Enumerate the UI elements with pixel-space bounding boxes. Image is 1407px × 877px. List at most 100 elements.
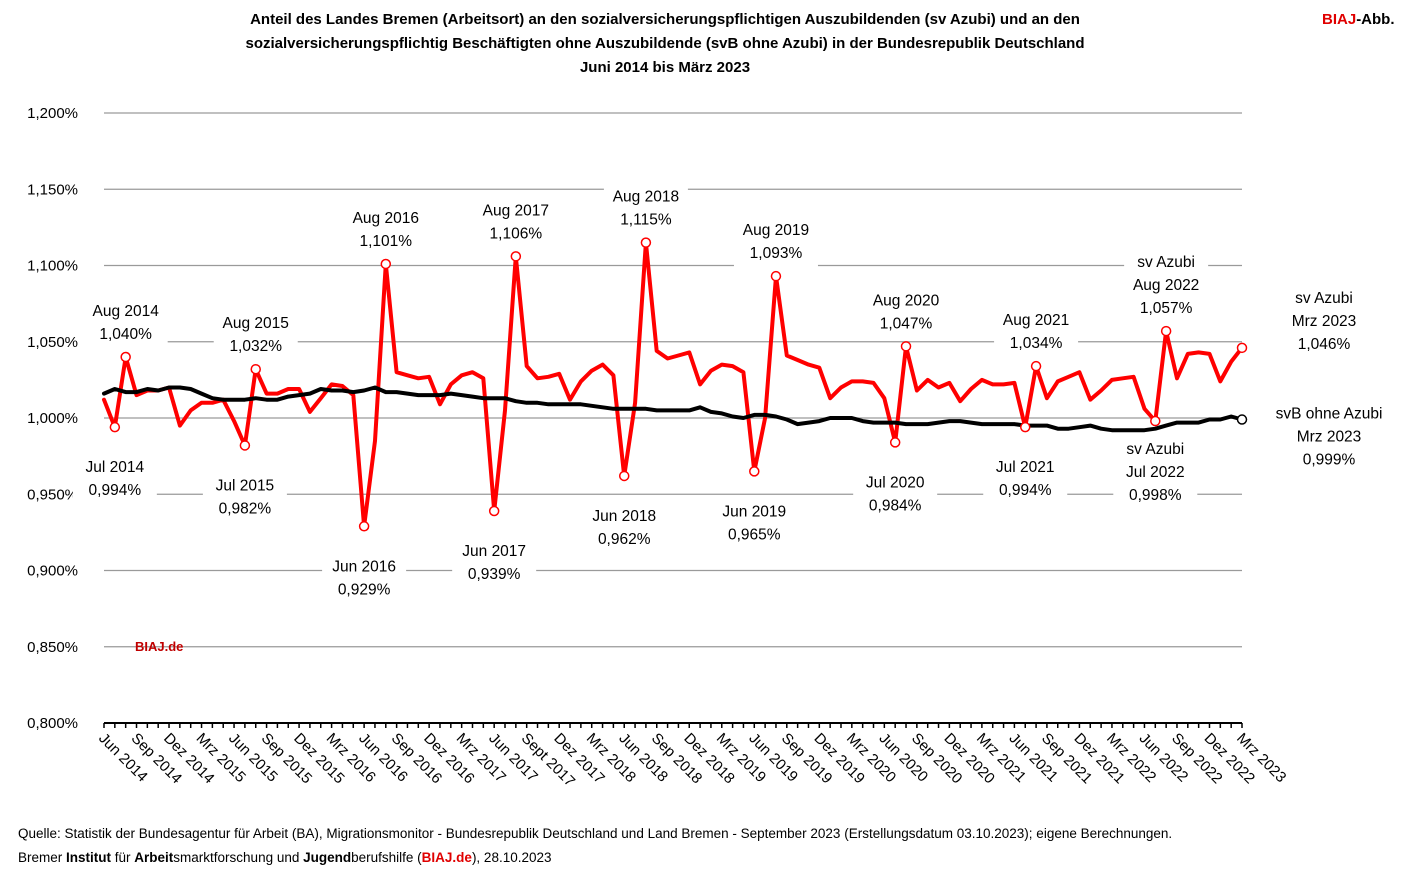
institute-part-2: für xyxy=(111,850,135,865)
institute-part-1: Institut xyxy=(66,850,112,865)
point-marker xyxy=(640,237,652,248)
data-label: 1,057% xyxy=(1140,300,1193,317)
point-marker xyxy=(120,351,131,363)
point-marker xyxy=(109,421,121,433)
series xyxy=(102,240,1244,529)
data-label: Mrz 2023 xyxy=(1292,313,1357,330)
label-background xyxy=(83,299,168,349)
data-label: Mrz 2023 xyxy=(1297,429,1362,446)
data-label: 1,106% xyxy=(490,225,543,242)
label-background xyxy=(712,499,797,550)
point-marker xyxy=(510,251,522,262)
point-marker xyxy=(488,505,500,517)
data-label: Jul 2015 xyxy=(216,477,275,494)
institute-part-4: smarktforschung und xyxy=(173,850,304,865)
point-marker xyxy=(1030,360,1042,372)
institute-part-7: BIAJ.de xyxy=(421,850,472,865)
point-marker xyxy=(1160,325,1172,337)
data-label: 1,040% xyxy=(99,326,152,343)
brand-red: BIAJ xyxy=(1322,11,1357,28)
data-label: 0,999% xyxy=(1303,452,1356,469)
data-label: Aug 2021 xyxy=(1003,312,1069,329)
label-background xyxy=(473,198,558,249)
label-background xyxy=(603,184,688,235)
label-background xyxy=(983,455,1068,506)
label-background xyxy=(452,539,537,590)
label-background xyxy=(733,218,818,269)
data-label: sv Azubi xyxy=(1137,254,1195,271)
label-background xyxy=(343,205,428,256)
data-label: Aug 2015 xyxy=(223,315,289,332)
data-label: 1,046% xyxy=(1298,336,1351,353)
label-background xyxy=(72,455,157,506)
point-marker xyxy=(1236,414,1248,425)
y-tick-label: 0,800% xyxy=(27,715,78,732)
label-background xyxy=(1113,437,1198,511)
point-marker xyxy=(380,258,392,270)
institute-part-6: berufshilfe ( xyxy=(351,850,422,865)
data-label: sv Azubi xyxy=(1295,290,1353,307)
data-label: 0,998% xyxy=(1129,487,1182,504)
y-tick-label: 0,950% xyxy=(27,486,78,503)
label-background xyxy=(213,311,298,362)
series-line-sv-azubi xyxy=(102,240,1244,529)
label-background xyxy=(582,503,667,554)
data-label: Jun 2017 xyxy=(462,543,526,560)
institute-part-8: ), 28.10.2023 xyxy=(471,850,552,865)
data-label: svB ohne Azubi xyxy=(1276,406,1383,423)
watermark: BIAJ.de xyxy=(135,639,183,654)
data-label: Aug 2016 xyxy=(353,210,419,227)
point-marker xyxy=(618,470,630,482)
annotations: Aug 2014 1,040% Jul 2014 0,994% Aug 2015 1,03… xyxy=(72,184,1383,605)
y-axis: 0,800% 0,850% 0,900% 0,950% 1,000% 1,050% 1,10… xyxy=(27,105,78,732)
point-marker xyxy=(1236,342,1248,354)
data-label: 1,115% xyxy=(620,212,672,229)
point-marker xyxy=(239,440,251,451)
data-label: Jul 2021 xyxy=(996,459,1055,476)
data-label: Aug 2018 xyxy=(613,189,679,206)
label-background xyxy=(853,470,938,521)
point-marker xyxy=(900,341,912,352)
institute-line: Bremer Institut für Arbeitsmarktforschun… xyxy=(18,846,1172,870)
data-label: sv Azubi xyxy=(1126,441,1184,458)
data-label: 1,034% xyxy=(1010,335,1063,352)
data-label: 0,994% xyxy=(999,482,1052,499)
data-label: 0,962% xyxy=(598,531,651,548)
institute-part-0: Bremer xyxy=(18,850,67,865)
data-label: 1,101% xyxy=(360,233,413,250)
label-background xyxy=(864,288,949,339)
y-tick-label: 1,050% xyxy=(27,334,78,351)
chart-title: Anteil des Landes Bremen (Arbeitsort) an… xyxy=(150,8,1180,80)
data-label: 0,929% xyxy=(338,581,391,598)
y-tick-label: 1,200% xyxy=(27,105,78,122)
data-label: Jun 2018 xyxy=(592,508,656,525)
y-tick-label: 1,150% xyxy=(27,181,78,198)
data-label: Aug 2019 xyxy=(743,222,809,239)
brand-rest: -Abb. xyxy=(1356,11,1395,28)
data-label: Jul 2022 xyxy=(1126,464,1185,481)
y-tick-label: 0,900% xyxy=(27,563,78,580)
point-marker xyxy=(250,363,261,375)
y-tick-label: 1,000% xyxy=(27,410,78,427)
data-label: 0,984% xyxy=(869,497,922,514)
series-line-svb-ohne-azubi xyxy=(102,385,1244,433)
data-label: 0,982% xyxy=(219,500,272,517)
point-marker xyxy=(889,437,901,448)
data-label: Aug 2020 xyxy=(873,292,940,309)
footer: Quelle: Statistik der Bundesagentur für … xyxy=(18,822,1172,870)
institute-part-3: Arbeit xyxy=(134,850,174,865)
y-tick-label: 1,100% xyxy=(27,258,78,275)
label-background xyxy=(1124,250,1209,324)
title-line-3: Juni 2014 bis März 2023 xyxy=(579,59,751,76)
data-label: 0,965% xyxy=(728,526,781,543)
data-label: Aug 2014 xyxy=(92,303,159,320)
point-marker xyxy=(1150,415,1161,427)
point-marker xyxy=(1019,421,1031,433)
label-background xyxy=(994,308,1079,359)
data-label: Aug 2017 xyxy=(483,202,549,219)
title-line-1: Anteil des Landes Bremen (Arbeitsort) an… xyxy=(250,11,1080,28)
data-label: Jul 2014 xyxy=(86,459,145,476)
point-marker xyxy=(749,466,760,477)
